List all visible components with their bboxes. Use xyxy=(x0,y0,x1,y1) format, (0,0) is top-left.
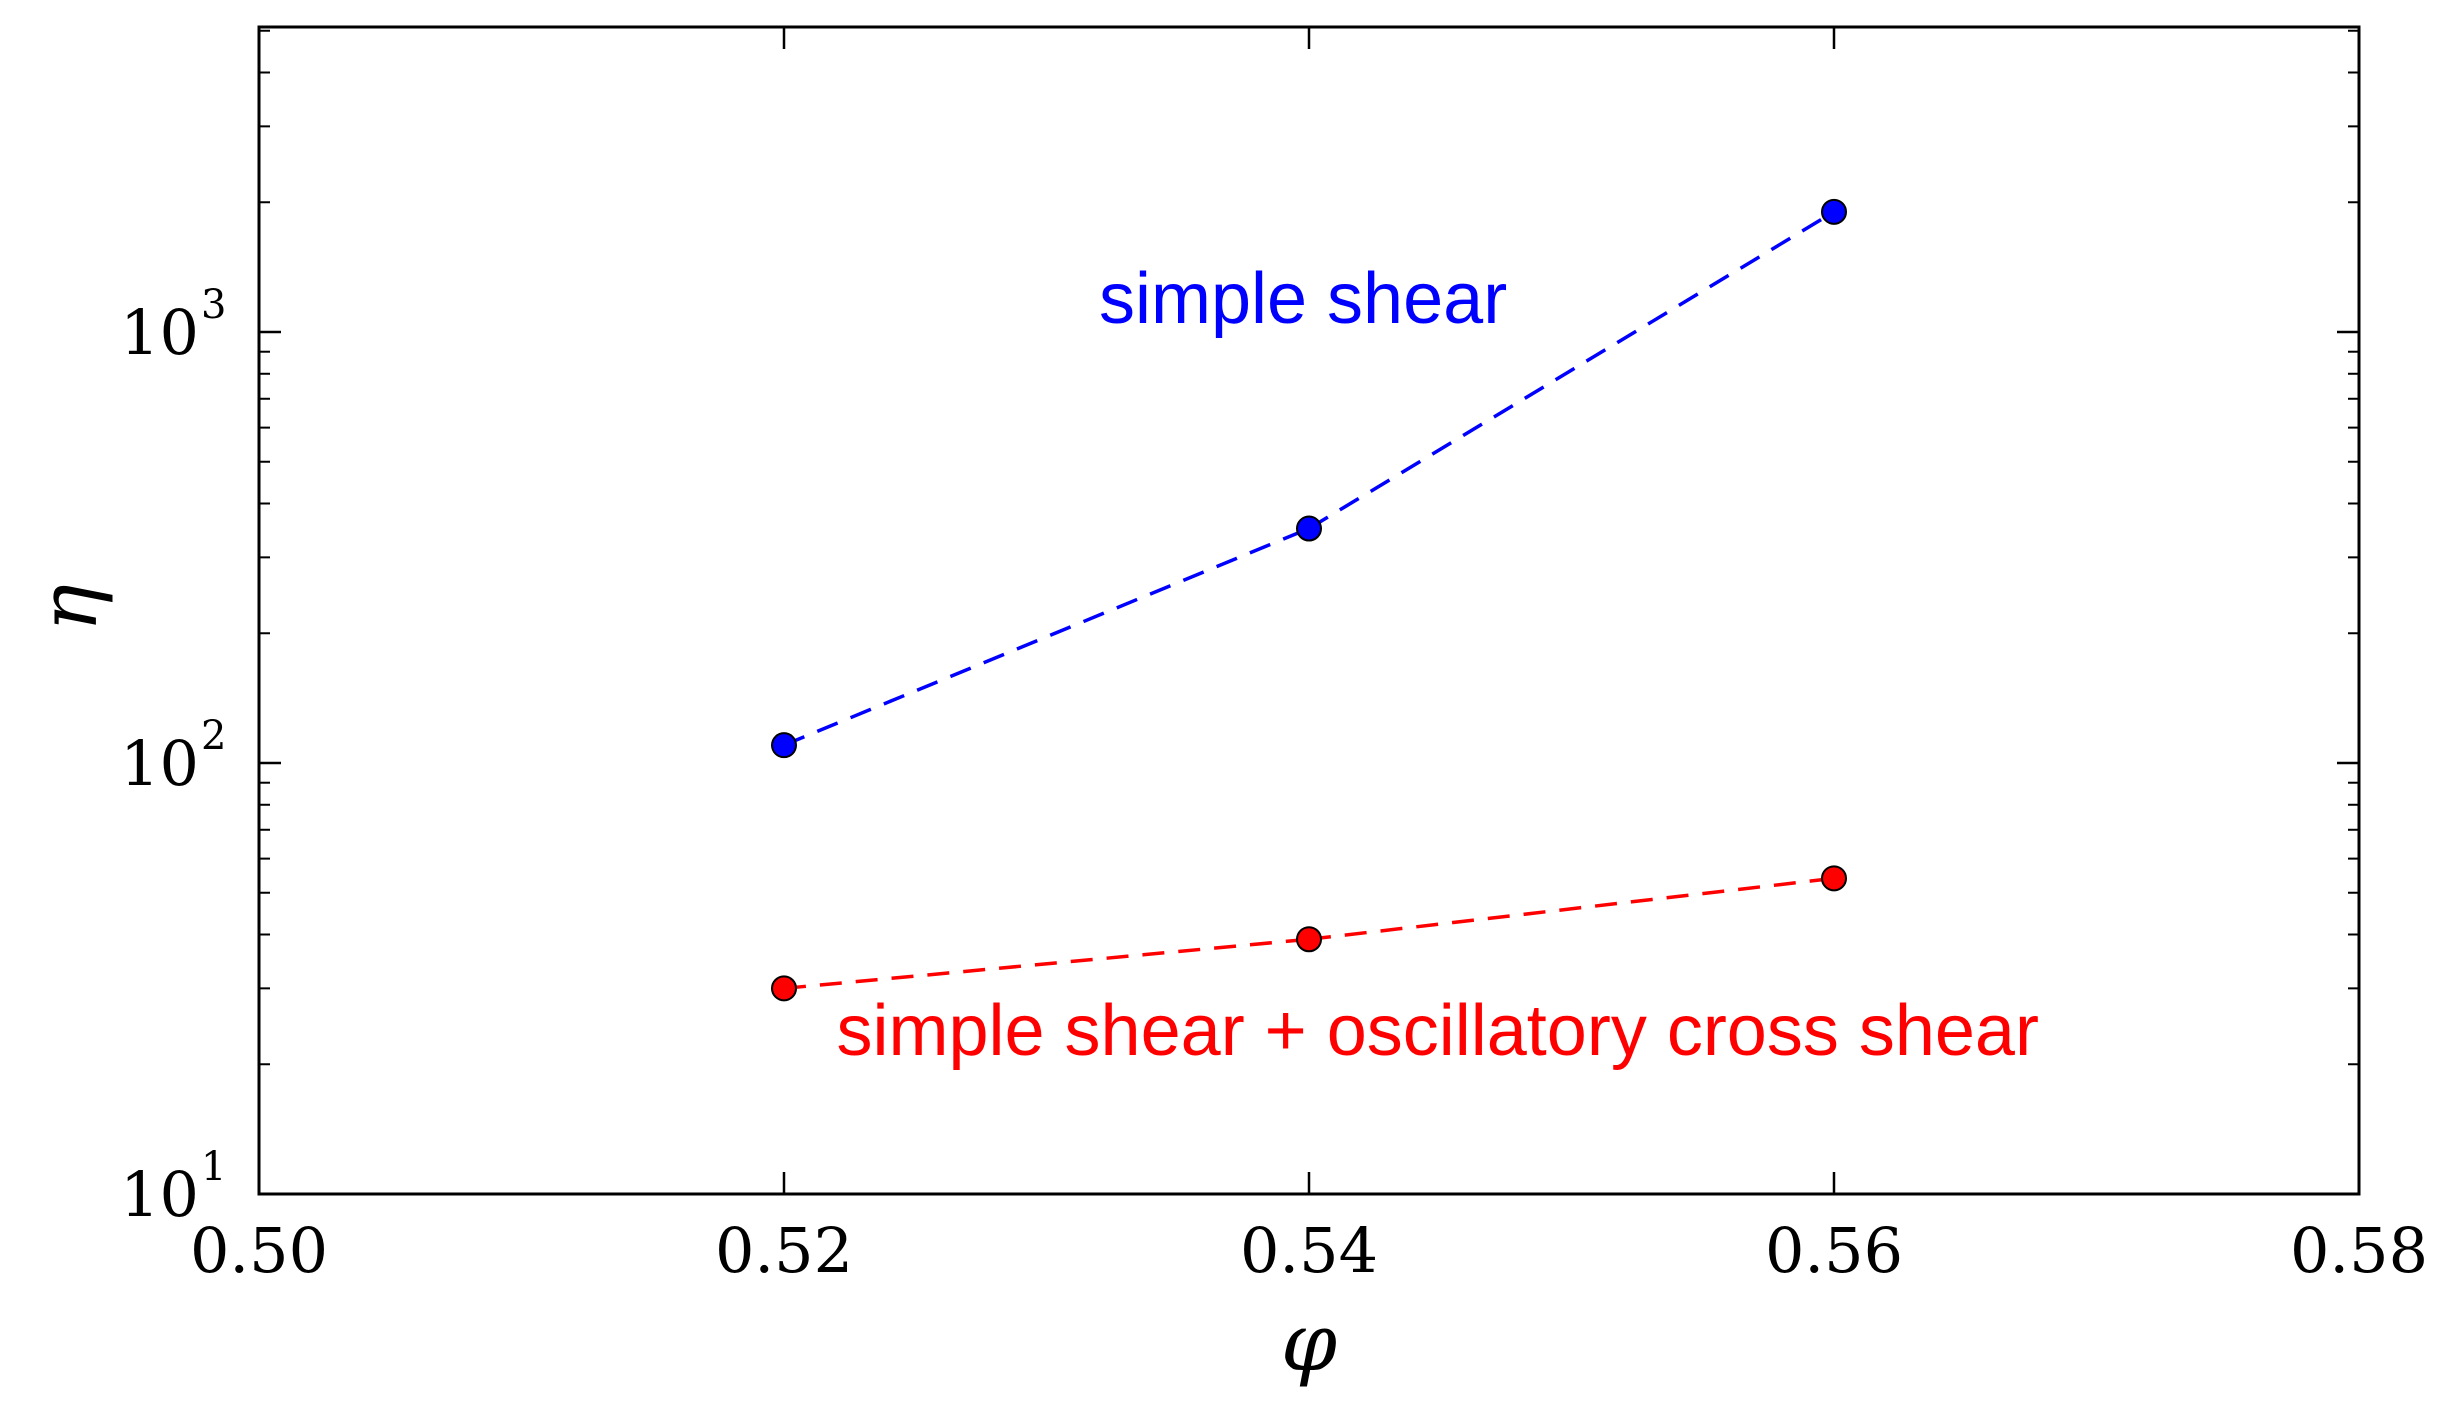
series-0-point xyxy=(771,732,797,759)
series-layer xyxy=(771,198,1847,1002)
y-tick-label: 10 xyxy=(120,727,199,800)
series-1-point xyxy=(1296,926,1322,953)
series-0-point xyxy=(1821,198,1847,225)
annotation-layer: simple shear simple shear + oscillatory c… xyxy=(837,259,2039,1071)
series-0-point xyxy=(1296,515,1322,542)
y-tick-label: 10 xyxy=(120,1158,199,1231)
series-0-segment xyxy=(1308,210,1835,531)
series-1-point xyxy=(771,975,797,1002)
x-tick-label: 0.52 xyxy=(715,1214,853,1287)
x-tick-label: 0.54 xyxy=(1240,1214,1378,1287)
minor-ticks xyxy=(259,29,2359,1066)
series-1-segment xyxy=(1308,876,1835,941)
x-tick-label: 0.56 xyxy=(1765,1214,1903,1287)
x-tick-label: 0.50 xyxy=(190,1214,328,1287)
y-tick-exponent: 2 xyxy=(201,713,226,759)
annotation-label: simple shear xyxy=(1099,259,1507,339)
series-1-point xyxy=(1821,865,1847,892)
x-axis-label: φ xyxy=(1281,1296,1337,1389)
y-tick-exponent: 3 xyxy=(201,282,226,328)
y-tick-exponent: 1 xyxy=(201,1144,226,1190)
x-tick-label: 0.58 xyxy=(2290,1214,2428,1287)
series-0-segment xyxy=(783,526,1310,747)
plot-frame xyxy=(257,25,2361,1196)
annotation-label: simple shear + oscillatory cross shear xyxy=(837,991,2039,1071)
series-1-segment xyxy=(783,937,1310,991)
y-tick-label: 10 xyxy=(120,296,199,369)
y-axis-label: η xyxy=(22,584,115,632)
